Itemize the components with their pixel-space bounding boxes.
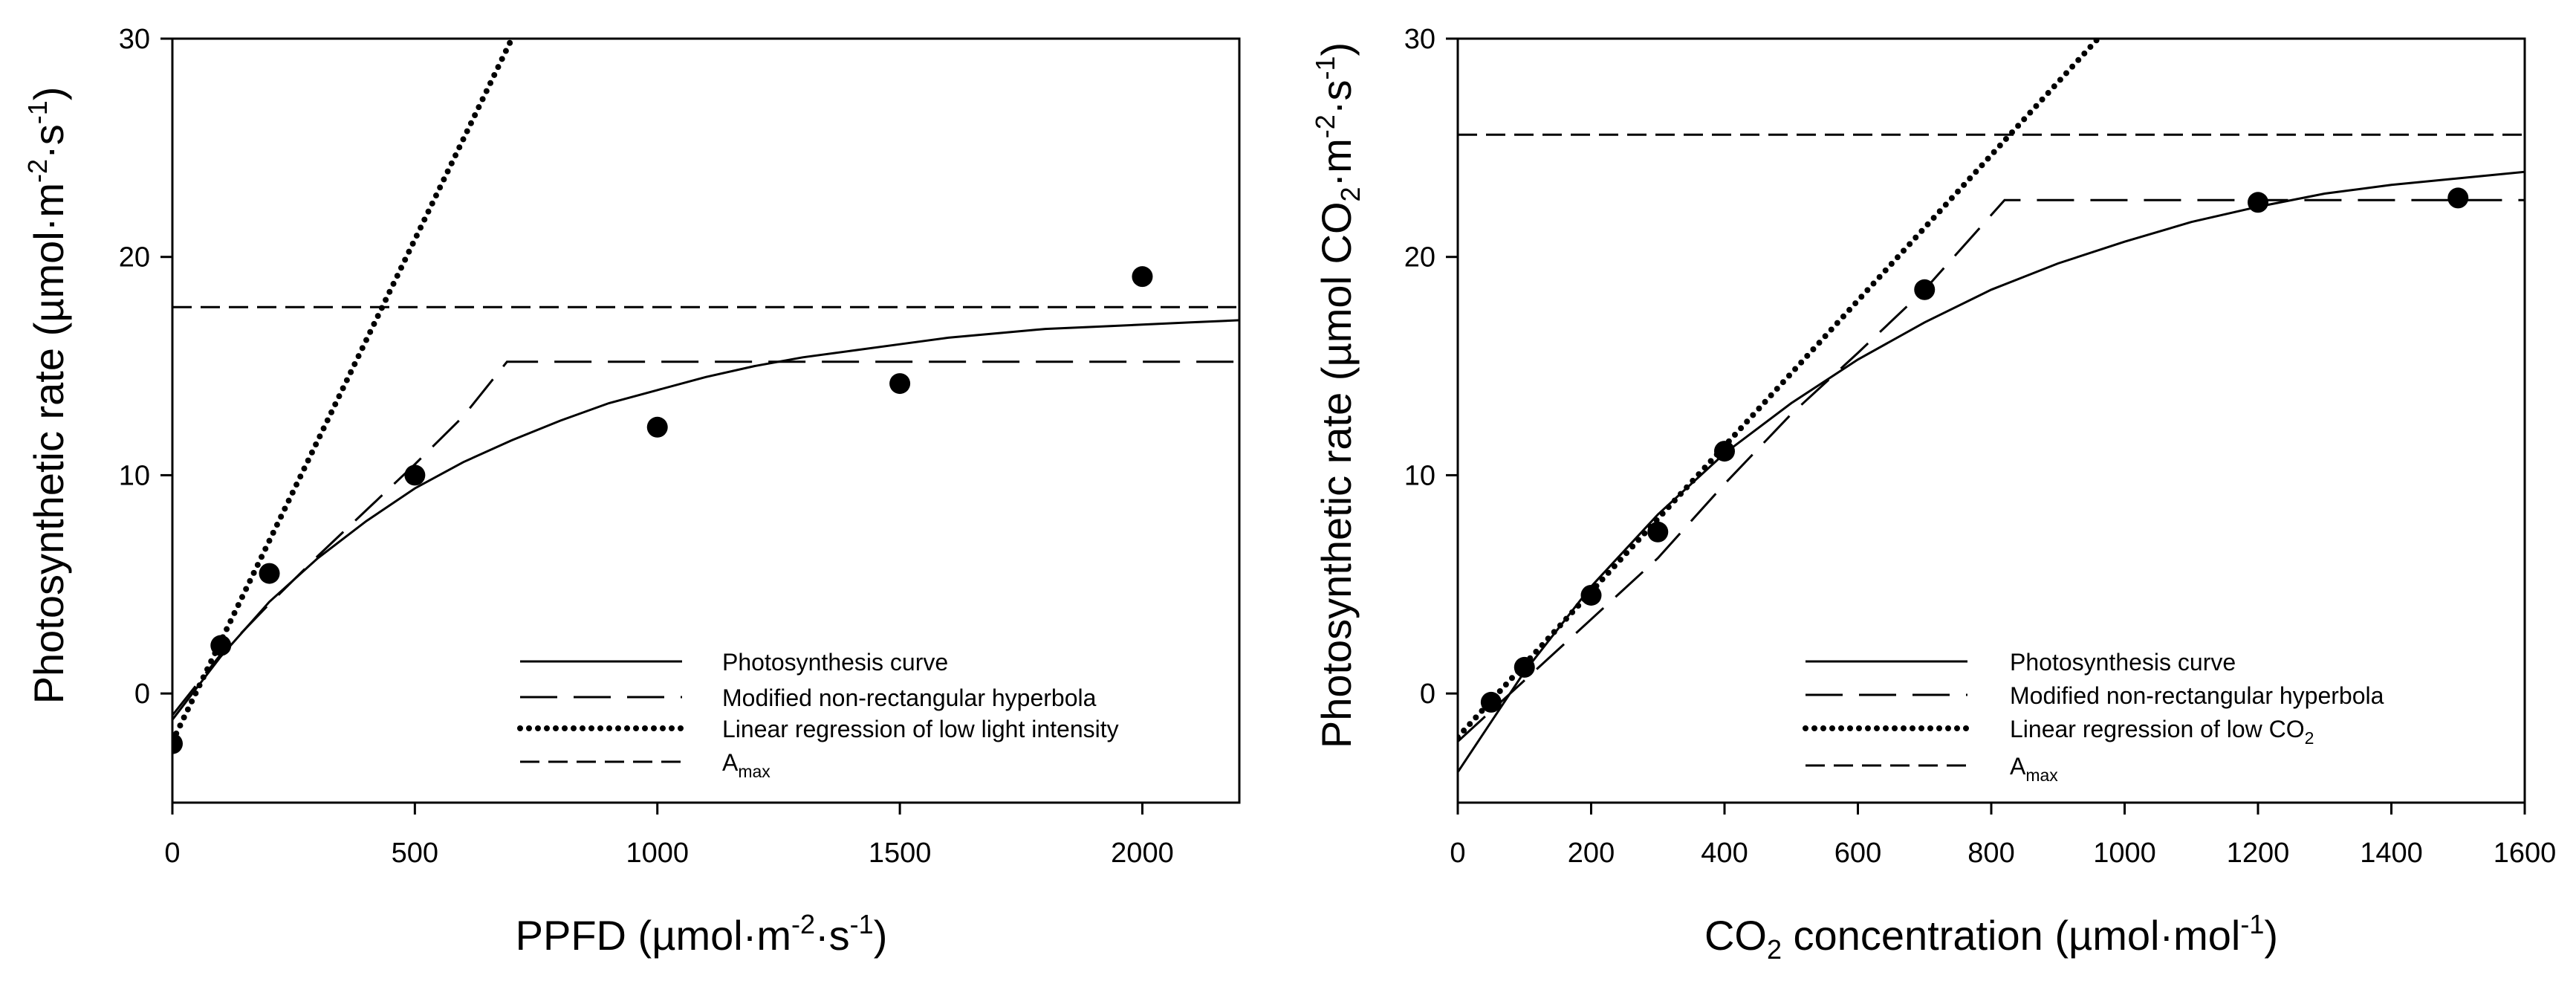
left-x-tick-label: 0	[164, 838, 180, 869]
right-data-point	[2248, 192, 2268, 213]
right-x-tick-label: 1200	[2227, 838, 2290, 869]
left-x-tick-label: 500	[392, 838, 438, 869]
left-legend-label-3: Linear regression of low light intensity	[722, 716, 1119, 742]
right-data-point	[2447, 187, 2469, 209]
right-x-tick-label: 1000	[2093, 838, 2156, 869]
left-x-axis-title: PPFD (µmol·m-2·s-1)	[516, 909, 888, 959]
right-plot-area: 0 200 400 600 800 1000 1200 1400 1600 0 10 20 30	[1404, 24, 2557, 869]
left-y-tick-label: 0	[134, 679, 150, 710]
right-legend-label-1: Photosynthesis curve	[2010, 649, 2236, 676]
left-y-tick-label: 10	[119, 460, 150, 491]
right-x-tick-label: 800	[1967, 838, 2014, 869]
left-legend-label-4: Amax	[722, 749, 770, 781]
right-y-axis-title: Photosynthetic rate (µmol CO2·m-2·s-1)	[1310, 42, 1366, 748]
left-y-tick-label: 30	[119, 24, 150, 55]
left-legend: Photosynthesis curve Modified non-rectan…	[517, 649, 1119, 781]
right-y-tick-label: 10	[1404, 460, 1435, 491]
right-legend-label-4: Amax	[2010, 753, 2058, 785]
right-legend-label-3: Linear regression of low CO2	[2010, 716, 2314, 748]
right-series-dotted	[1458, 39, 2101, 740]
left-data-point	[889, 373, 911, 395]
right-x-tick-label: 1400	[2360, 838, 2423, 869]
left-legend-label-2: Modified non-rectangular hyperbola	[722, 684, 1097, 711]
right-x-tick-label: 600	[1834, 838, 1881, 869]
left-series-group	[172, 39, 1239, 754]
right-x-tick-label: 400	[1701, 838, 1748, 869]
right-y-tick-label: 0	[1420, 679, 1435, 710]
right-series-longdash	[1458, 198, 2525, 742]
left-data-point	[404, 464, 426, 486]
right-x-tick-label: 200	[1568, 838, 1615, 869]
left-plot-frame	[171, 37, 1241, 804]
right-x-axis-title: CO2 concentration (µmol·mol-1)	[1704, 909, 2278, 965]
left-x-tick-label: 2000	[1111, 838, 1174, 869]
right-legend-label-2: Modified non-rectangular hyperbola	[2010, 682, 2384, 709]
left-plot-area: 0 500 1000 1500 2000 0 10 20 30	[119, 24, 1241, 869]
left-series-longdash	[172, 360, 1239, 716]
left-y-axis-title: Photosynthetic rate (µmol·m-2·s-1)	[22, 87, 72, 705]
right-series-solid	[1458, 170, 2525, 773]
left-x-tick-label: 1000	[626, 838, 689, 869]
left-data-point	[1132, 266, 1153, 288]
right-x-tick-label: 1600	[2494, 838, 2557, 869]
right-x-tick-label: 0	[1450, 838, 1465, 869]
left-y-tick-label: 20	[119, 242, 150, 273]
left-legend-label-1: Photosynthesis curve	[722, 649, 948, 676]
left-series-solid	[172, 319, 1239, 721]
right-y-tick-label: 30	[1404, 24, 1435, 55]
right-legend: Photosynthesis curve Modified non-rectan…	[1803, 649, 2384, 785]
left-x-tick-label: 1500	[869, 838, 932, 869]
left-data-point	[259, 563, 280, 584]
right-series-group	[1458, 39, 2525, 773]
left-data-point	[646, 416, 668, 438]
right-data-point	[1714, 441, 1735, 462]
right-y-tick-label: 20	[1404, 242, 1435, 273]
left-data-point	[172, 733, 183, 754]
left-series-dotted	[172, 39, 515, 745]
